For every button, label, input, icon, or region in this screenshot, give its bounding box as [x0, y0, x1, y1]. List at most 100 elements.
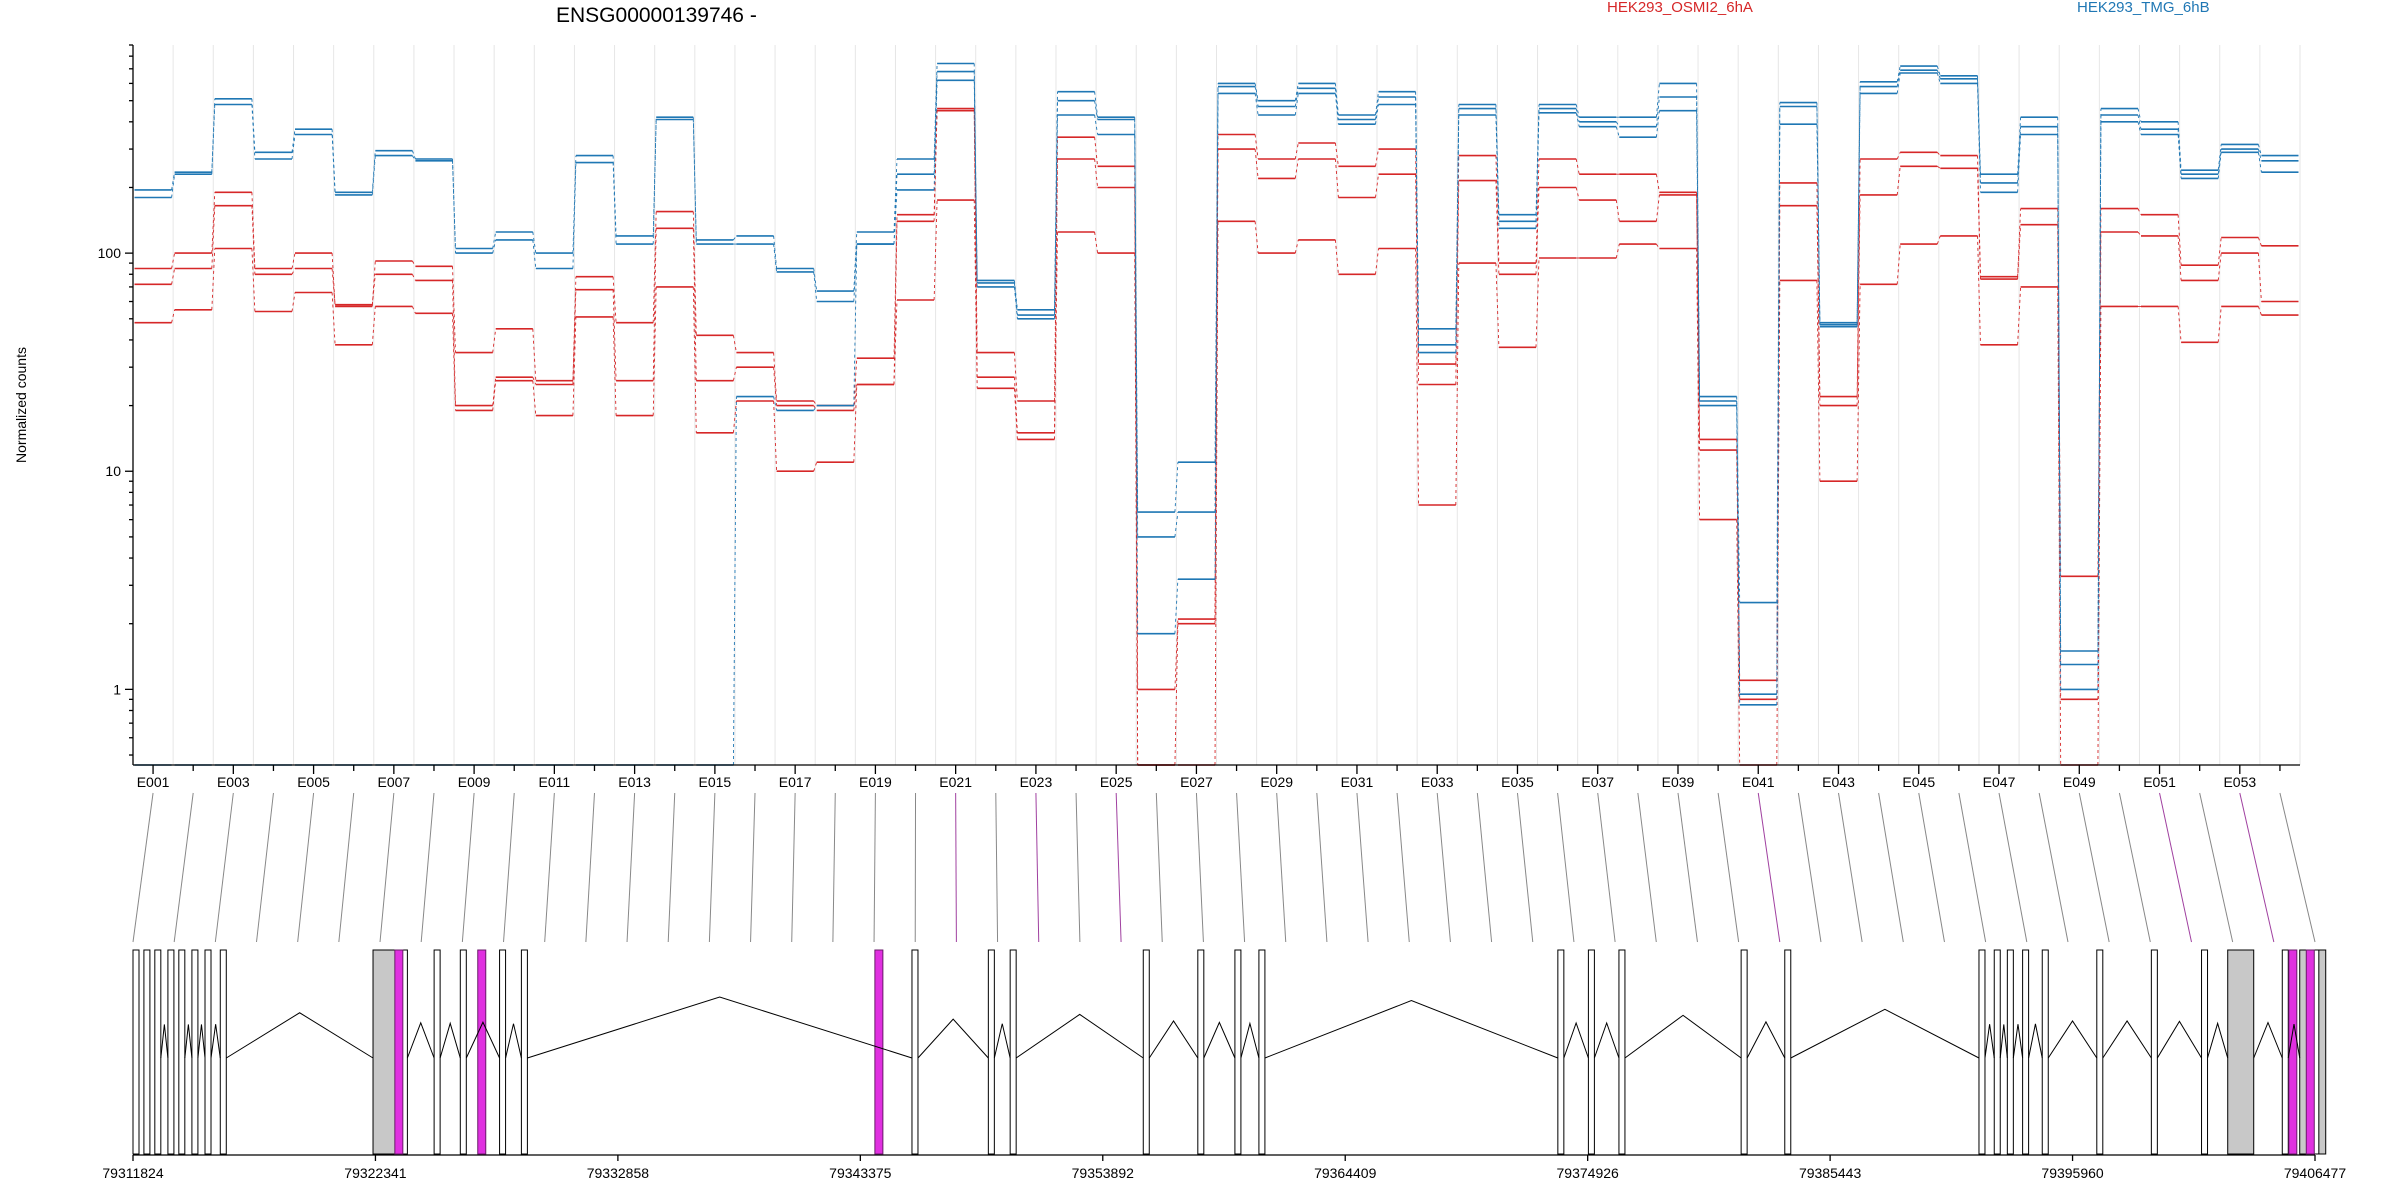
intron-line — [505, 1023, 522, 1059]
exon-block — [219, 949, 227, 1155]
x-tick-label: E051 — [2143, 774, 2176, 790]
series-connector-3 — [171, 200, 2262, 766]
intron-line — [1593, 1021, 1620, 1059]
exon-block — [1258, 949, 1266, 1155]
x-tick-label: E049 — [2063, 774, 2096, 790]
x-tick-label: E007 — [377, 774, 410, 790]
exon-block — [1197, 949, 1205, 1155]
exon-connector — [1677, 792, 1698, 943]
intron-line — [226, 1012, 374, 1059]
intron-line — [160, 1024, 169, 1059]
exon-connector — [214, 792, 234, 943]
intron-line — [1203, 1021, 1236, 1059]
exon-connector — [2118, 792, 2151, 943]
exon-block — [1784, 949, 1792, 1155]
exon-connector — [173, 792, 194, 943]
exon-connector — [1516, 792, 1534, 943]
exon-connector — [338, 792, 355, 943]
exon-block — [143, 949, 151, 1155]
exon-block — [433, 949, 441, 1155]
intron-line — [406, 1021, 435, 1059]
exon-connector — [1757, 792, 1781, 943]
x-tick-label: E023 — [1020, 774, 1053, 790]
exon-block — [911, 949, 919, 1155]
exon-connector — [503, 792, 515, 943]
exon-connector — [379, 792, 395, 943]
exon-connector — [132, 792, 154, 943]
exon-connector — [2078, 792, 2110, 943]
exon-block — [2150, 949, 2158, 1155]
x-tick-label: E039 — [1662, 774, 1695, 790]
series-line-4 — [134, 62, 2299, 652]
exon-connector — [708, 792, 716, 943]
exon-connector — [2239, 792, 2275, 943]
x-tick-label: E037 — [1581, 774, 1614, 790]
x-tick-label: E025 — [1100, 774, 1133, 790]
exon-block — [178, 949, 186, 1155]
exon-block — [191, 949, 199, 1155]
exon-connector — [1075, 792, 1081, 943]
exon-connector — [1717, 792, 1740, 943]
x-tick-label: E047 — [1983, 774, 2016, 790]
genomic-coordinate-label: 79332858 — [587, 1165, 650, 1181]
exon-connector — [1316, 792, 1328, 943]
exon-block — [2227, 949, 2255, 1155]
exon-block — [154, 949, 162, 1155]
intron-line — [1563, 1021, 1589, 1059]
exon-connector — [1195, 792, 1204, 943]
exon-connector — [1035, 792, 1040, 943]
x-tick-label: E035 — [1501, 774, 1534, 790]
exon-connector — [791, 792, 796, 943]
intron-line — [2287, 1023, 2301, 1059]
x-tick-label: E031 — [1341, 774, 1374, 790]
intron-line — [1984, 1024, 1995, 1059]
intron-line — [2102, 1020, 2152, 1059]
exon-block — [2096, 949, 2104, 1155]
intron-line — [2253, 1021, 2283, 1059]
intron-line — [1015, 1013, 1144, 1059]
intron-line — [1240, 1021, 1260, 1059]
exon-connector — [1115, 792, 1122, 943]
intron-line — [917, 1018, 989, 1059]
highlighted-exon-block — [2288, 949, 2298, 1155]
exon-connector — [1918, 792, 1945, 943]
genomic-coordinate-label: 79395960 — [2041, 1165, 2104, 1181]
intron-line — [527, 996, 913, 1059]
genomic-coordinate-label: 79385443 — [1799, 1165, 1862, 1181]
exon-block — [459, 949, 467, 1155]
exon-block — [2006, 949, 2014, 1155]
highlighted-exon-block — [2305, 949, 2315, 1155]
exon-connector — [1958, 792, 1987, 943]
exon-connector — [1557, 792, 1575, 943]
exon-connector — [461, 792, 475, 943]
intron-line — [210, 1024, 221, 1059]
x-tick-label: E053 — [2223, 774, 2256, 790]
exon-connector — [832, 792, 836, 943]
exon-connector — [873, 792, 876, 943]
exon-connector — [667, 792, 676, 943]
x-tick-label: E009 — [458, 774, 491, 790]
exon-block — [167, 949, 175, 1155]
x-tick-label: E019 — [859, 774, 892, 790]
series-line-1 — [134, 107, 2299, 691]
exon-connector — [1396, 792, 1410, 943]
exon-connector — [995, 792, 999, 943]
genomic-coordinate-label: 79343375 — [829, 1165, 892, 1181]
exon-block — [132, 949, 140, 1155]
intron-line — [2207, 1021, 2229, 1059]
x-tick-label: E015 — [699, 774, 732, 790]
intron-line — [1999, 1024, 2008, 1059]
intron-line — [2156, 1020, 2202, 1059]
intron-line — [2047, 1020, 2098, 1059]
intron-line — [184, 1024, 193, 1059]
x-tick-label: E013 — [618, 774, 651, 790]
intron-line — [2012, 1024, 2024, 1059]
exon-block — [1978, 949, 1986, 1155]
series-connector-1 — [171, 108, 2262, 690]
exon-connector — [420, 792, 435, 943]
exon-block — [2022, 949, 2030, 1155]
x-tick-label: E017 — [779, 774, 812, 790]
exon-connector — [1356, 792, 1369, 943]
exon-connector — [1878, 792, 1904, 943]
x-tick-label: E043 — [1822, 774, 1855, 790]
